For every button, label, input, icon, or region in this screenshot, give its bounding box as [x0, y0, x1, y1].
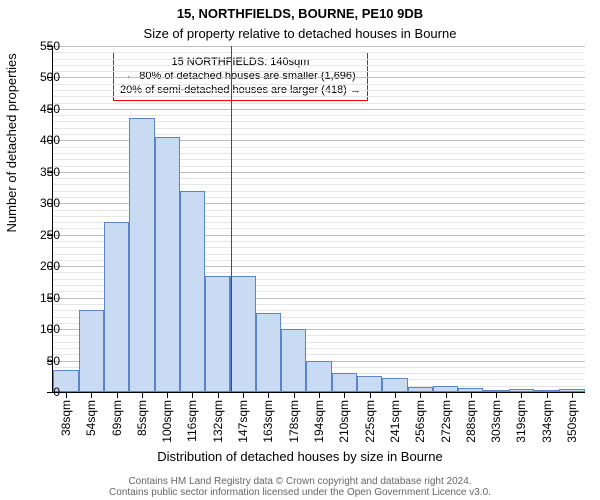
gridline-minor [53, 84, 585, 85]
y-tick-label: 500 [40, 70, 60, 84]
x-tick-label: 116sqm [185, 400, 199, 460]
gridline-minor [53, 96, 585, 97]
x-tick-label: 69sqm [110, 400, 124, 460]
gridline-major [53, 46, 585, 47]
x-tick [319, 392, 320, 398]
y-tick-label: 350 [40, 165, 60, 179]
x-tick-label: 178sqm [287, 400, 301, 460]
gridline-minor [53, 52, 585, 53]
x-tick-label: 350sqm [565, 400, 579, 460]
x-tick [547, 392, 548, 398]
reference-line [231, 46, 232, 392]
histogram-bar [306, 361, 331, 392]
x-tick [91, 392, 92, 398]
x-tick [294, 392, 295, 398]
x-tick-label: 319sqm [514, 400, 528, 460]
x-tick [370, 392, 371, 398]
x-tick [167, 392, 168, 398]
chart-container: { "title": "15, NORTHFIELDS, BOURNE, PE1… [0, 0, 600, 500]
x-tick-label: 132sqm [211, 400, 225, 460]
y-tick-label: 400 [40, 133, 60, 147]
chart-title: 15, NORTHFIELDS, BOURNE, PE10 9DB [0, 6, 600, 21]
gridline-minor [53, 59, 585, 60]
histogram-bar [104, 222, 129, 392]
x-tick-label: 334sqm [540, 400, 554, 460]
x-tick-label: 225sqm [363, 400, 377, 460]
histogram-bar [129, 118, 154, 392]
x-tick [66, 392, 67, 398]
gridline-major [53, 109, 585, 110]
histogram-bar [180, 191, 205, 392]
y-tick-label: 0 [53, 385, 60, 399]
gridline-minor [53, 71, 585, 72]
x-tick-label: 85sqm [135, 400, 149, 460]
gridline-minor [53, 65, 585, 66]
gridline-minor [53, 103, 585, 104]
histogram-bar [382, 378, 407, 392]
y-tick-label: 250 [40, 228, 60, 242]
histogram-bar [332, 373, 357, 392]
x-tick-label: 210sqm [337, 400, 351, 460]
x-tick [471, 392, 472, 398]
histogram-bar [155, 137, 180, 392]
x-tick-label: 272sqm [439, 400, 453, 460]
y-tick [47, 392, 53, 393]
y-tick-label: 50 [47, 354, 60, 368]
x-tick [344, 392, 345, 398]
y-tick-label: 150 [40, 291, 60, 305]
x-tick [521, 392, 522, 398]
x-tick-label: 163sqm [261, 400, 275, 460]
plot-area: 15 NORTHFIELDS: 140sqm← 80% of detached … [52, 46, 585, 393]
histogram-bar [205, 276, 230, 392]
x-tick-label: 256sqm [413, 400, 427, 460]
y-tick-label: 200 [40, 259, 60, 273]
x-tick [446, 392, 447, 398]
gridline-minor [53, 90, 585, 91]
y-tick-label: 450 [40, 102, 60, 116]
y-tick-label: 550 [40, 39, 60, 53]
x-tick-label: 303sqm [489, 400, 503, 460]
x-tick-label: 147sqm [236, 400, 250, 460]
y-tick-label: 100 [40, 322, 60, 336]
x-tick-label: 100sqm [160, 400, 174, 460]
x-tick [420, 392, 421, 398]
x-tick [572, 392, 573, 398]
x-tick [243, 392, 244, 398]
y-tick-label: 300 [40, 196, 60, 210]
chart-footer: Contains HM Land Registry data © Crown c… [0, 476, 600, 498]
x-tick [117, 392, 118, 398]
x-tick-label: 194sqm [312, 400, 326, 460]
histogram-bar [79, 310, 104, 392]
gridline-major [53, 77, 585, 78]
y-axis-label: Number of detached properties [4, 53, 19, 232]
x-tick [268, 392, 269, 398]
histogram-bar [281, 329, 306, 392]
histogram-bar [230, 276, 255, 392]
x-tick-label: 54sqm [84, 400, 98, 460]
x-tick [142, 392, 143, 398]
x-tick-label: 241sqm [388, 400, 402, 460]
x-tick-label: 288sqm [464, 400, 478, 460]
histogram-bar [357, 376, 382, 392]
x-tick [218, 392, 219, 398]
x-tick [192, 392, 193, 398]
x-tick [395, 392, 396, 398]
chart-subtitle: Size of property relative to detached ho… [0, 26, 600, 41]
gridline-minor [53, 115, 585, 116]
histogram-bar [256, 313, 281, 392]
x-tick-label: 38sqm [59, 400, 73, 460]
x-tick [496, 392, 497, 398]
